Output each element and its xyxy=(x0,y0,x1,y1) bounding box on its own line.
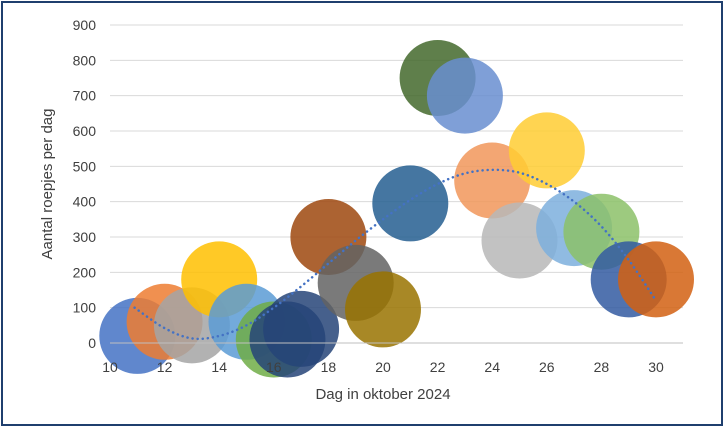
bubble xyxy=(263,290,340,367)
x-tick-label: 24 xyxy=(484,359,500,375)
bubbles xyxy=(99,40,694,378)
y-tick-label: 600 xyxy=(73,123,97,139)
x-tick-label: 10 xyxy=(102,359,118,375)
x-axis-title: Dag in oktober 2024 xyxy=(315,386,450,403)
x-tick-label: 14 xyxy=(211,359,227,375)
y-tick-label: 400 xyxy=(73,194,97,210)
y-tick-label: 300 xyxy=(73,229,97,245)
y-tick-label: 100 xyxy=(73,300,97,316)
bubble xyxy=(372,165,449,242)
y-tick-label: 200 xyxy=(73,264,97,280)
y-tick-label: 0 xyxy=(88,335,96,351)
x-tick-label: 22 xyxy=(430,359,446,375)
y-tick-label: 700 xyxy=(73,88,97,104)
y-tick-label: 800 xyxy=(73,52,97,68)
bubble xyxy=(345,271,421,348)
y-axis-title: Aantal roepjes per dag xyxy=(39,109,56,260)
x-tick-label: 12 xyxy=(157,359,173,375)
y-tick-label: 500 xyxy=(73,158,97,174)
y-tick-label: 900 xyxy=(73,17,97,33)
x-tick-label: 16 xyxy=(266,359,282,375)
bubble xyxy=(426,57,503,134)
x-tick-labels: 10 12 14 16 18 20 22 24 26 28 30 xyxy=(102,359,664,375)
bubble xyxy=(618,241,694,318)
x-tick-label: 20 xyxy=(375,359,391,375)
x-tick-label: 26 xyxy=(539,359,555,375)
bubble xyxy=(508,112,585,189)
x-tick-label: 30 xyxy=(648,359,664,375)
x-tick-label: 18 xyxy=(321,359,337,375)
trendline xyxy=(133,168,658,341)
x-tick-label: 28 xyxy=(594,359,610,375)
y-tick-labels: 0 100 200 300 400 500 600 700 800 900 xyxy=(73,17,97,351)
